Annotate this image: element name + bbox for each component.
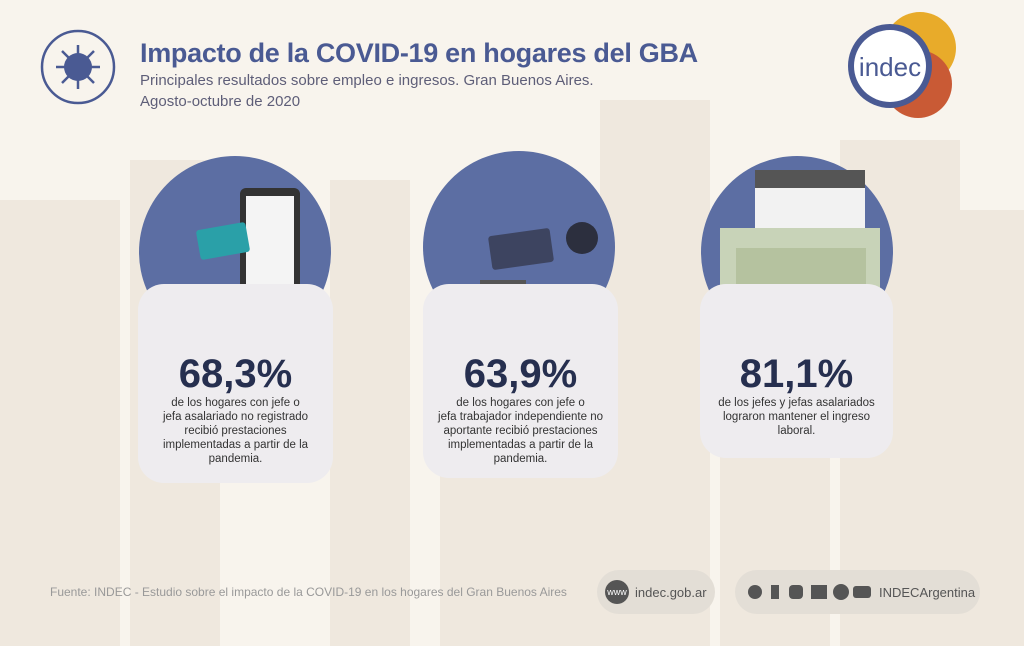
social-icons — [748, 584, 871, 600]
website: indec.gob.ar — [635, 584, 707, 600]
stat-card: 63,9% de los hogares con jefe o jefa traba… — [423, 284, 618, 478]
stat-description: recibió prestaciones — [184, 425, 287, 437]
stat-description: aportante recibió prestaciones — [443, 425, 598, 437]
title: Impacto de la COVID-19 en hogares del GB… — [140, 38, 698, 68]
stat-description: implementadas a partir de la — [162, 439, 309, 451]
stat-value: 68,3% — [178, 352, 293, 396]
stat-description: lograron mantener el ingreso — [722, 411, 871, 423]
stat-description: laboral. — [777, 425, 816, 437]
stat-description: jefa asalariado no registrado — [162, 411, 309, 423]
stat-description: pandemia. — [208, 453, 263, 465]
stat-description: de los hogares con jefe o — [171, 397, 300, 409]
stat-card: 68,3% de los hogares con jefe o jefa asala… — [138, 284, 333, 483]
stat-description: de los jefes y jefas asalariados — [718, 397, 875, 409]
subtitle: Principales resultados sobre empleo e in… — [140, 72, 594, 89]
stat-description: pandemia. — [493, 453, 548, 465]
stat-value: 81,1% — [739, 352, 854, 396]
stat-description: de los hogares con jefe o — [456, 397, 585, 409]
source: Fuente: INDEC - Estudio sobre el impacto… — [50, 585, 567, 599]
stat-description: jefa trabajador independiente no — [438, 411, 603, 423]
website-pill[interactable]: www indec.gob.ar — [597, 570, 715, 614]
www-icon: www — [605, 580, 629, 604]
social-pill[interactable]: INDECArgentina — [735, 570, 980, 614]
stat-description: implementadas a partir de la — [447, 439, 594, 451]
stat-card: 81,1% de los jefes y jefas asalariados log… — [700, 284, 893, 458]
logo: indec — [858, 52, 922, 82]
social-handle: INDECArgentina — [879, 584, 976, 600]
subtitle: Agosto-octubre de 2020 — [140, 93, 301, 110]
stat-value: 63,9% — [463, 352, 578, 396]
